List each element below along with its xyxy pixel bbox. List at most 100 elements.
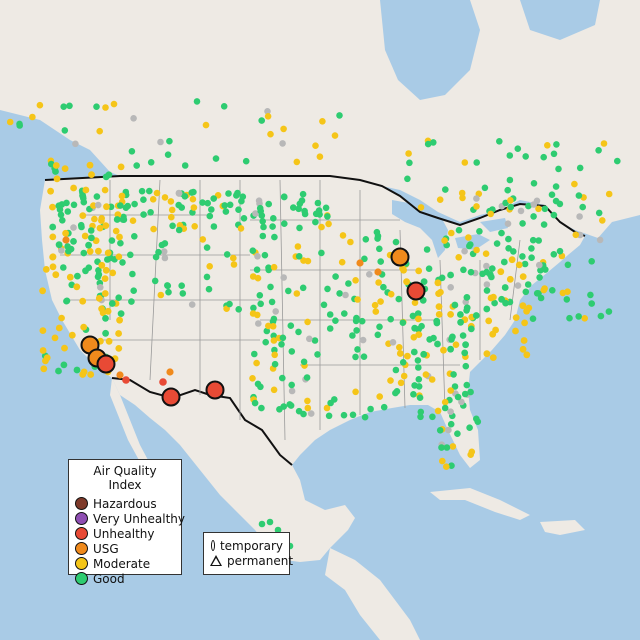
monitor-dot: [331, 132, 339, 139]
monitor-dot: [504, 186, 512, 194]
monitor-dot: [66, 273, 74, 281]
monitor-dot: [425, 265, 433, 273]
monitor-dot: [339, 232, 347, 239]
monitor-dot: [166, 137, 173, 145]
monitor-dot: [212, 155, 220, 162]
monitor-dot: [345, 280, 352, 287]
monitor-dot: [147, 159, 155, 166]
monitor-dot: [109, 269, 117, 277]
monitor-dot: [55, 367, 62, 375]
monitor-dot: [347, 238, 354, 246]
monitor-dot: [39, 287, 46, 295]
monitor-dot: [483, 350, 491, 358]
monitor-dot: [285, 287, 292, 295]
monitor-dot: [112, 227, 120, 235]
monitor-dot: [223, 251, 231, 258]
monitor-dot: [556, 247, 564, 255]
monitor-dot: [129, 270, 136, 278]
monitor-dot: [205, 285, 213, 293]
monitor-dot: [304, 404, 312, 412]
monitor-dot: [533, 290, 541, 297]
monitor-dot: [96, 224, 104, 232]
monitor-dot: [164, 282, 172, 290]
monitor-dot: [422, 371, 430, 378]
monitor-dot: [361, 413, 369, 421]
monitor-dot: [287, 402, 295, 409]
monitor-dot: [280, 403, 288, 410]
monitor-dot: [485, 317, 493, 325]
monitor-dot: [86, 161, 94, 169]
monitor-dot: [525, 202, 532, 210]
monitor-dot: [483, 287, 491, 294]
monitor-dot: [338, 258, 346, 266]
monitor-dot: [514, 145, 522, 152]
monitor-dot: [420, 278, 428, 285]
usg-swatch: [75, 542, 88, 555]
monitor-dot: [420, 350, 428, 358]
monitor-dot: [411, 299, 419, 307]
monitor-dot: [295, 328, 302, 336]
monitor-dot: [70, 238, 77, 245]
monitor-dot: [105, 337, 113, 345]
monitor-dot: [473, 246, 480, 254]
monitor-dot: [230, 254, 237, 262]
monitor-dot: [161, 254, 169, 262]
monitor-dot: [417, 413, 424, 421]
monitor-dot: [269, 223, 276, 230]
monitor-dot: [279, 374, 286, 382]
monitor-dot: [510, 248, 517, 255]
monitor-type-legend: temporary permanent: [203, 532, 293, 575]
monitor-dot: [466, 424, 473, 432]
monitor-dot: [131, 233, 138, 240]
monitor-dot: [300, 257, 307, 264]
monitor-dot: [493, 240, 501, 247]
monitor-dot: [39, 327, 47, 334]
monitor-dot: [73, 366, 81, 374]
cuba: [430, 488, 530, 520]
monitor-dot: [55, 202, 63, 210]
monitor-dot: [515, 261, 523, 269]
monitor-dot: [265, 322, 272, 330]
monitor-dot: [270, 215, 277, 222]
monitor-dot: [537, 294, 545, 302]
monitor-dot: [102, 104, 109, 111]
monitor-dot: [473, 415, 480, 423]
monitor-dot: [39, 347, 47, 354]
monitor-dot: [349, 411, 357, 419]
monitor-dot: [279, 334, 287, 342]
monitor-dot: [596, 236, 604, 244]
monitor-dot: [288, 387, 296, 395]
monitor-dot: [204, 199, 211, 207]
monitor-dot: [175, 226, 183, 234]
monitor-dot: [463, 381, 471, 389]
monitor-dot: [66, 102, 73, 110]
monitor-dot: [506, 176, 514, 184]
monitor-dot: [447, 345, 454, 353]
monitor-dot: [605, 190, 613, 198]
monitor-dot: [415, 331, 423, 338]
monitor-dot: [240, 215, 248, 222]
monitor-dot: [146, 187, 153, 195]
very-unhealthy-swatch: [75, 512, 88, 525]
monitor-dot: [264, 113, 272, 120]
monitor-dot: [463, 294, 471, 301]
monitor-dot: [307, 410, 315, 417]
monitor-dot: [90, 202, 97, 209]
monitor-dot: [80, 249, 88, 257]
monitor-dot: [376, 323, 383, 331]
monitor-dot: [60, 264, 67, 271]
monitor-dot: [104, 249, 112, 257]
monitor-dot: [587, 291, 594, 299]
monitor-dot: [441, 398, 449, 406]
monitor-dot: [396, 344, 403, 351]
monitor-dot: [519, 273, 527, 280]
monitor-dot: [400, 372, 408, 380]
monitor-dot: [380, 283, 387, 291]
monitor-dot: [550, 211, 558, 219]
monitor-dot: [271, 351, 279, 359]
monitor-dot: [53, 175, 61, 183]
monitor-dot: [404, 175, 411, 183]
monitor-dot: [389, 339, 397, 346]
monitor-dot: [417, 204, 425, 211]
monitor-dot: [95, 271, 103, 278]
